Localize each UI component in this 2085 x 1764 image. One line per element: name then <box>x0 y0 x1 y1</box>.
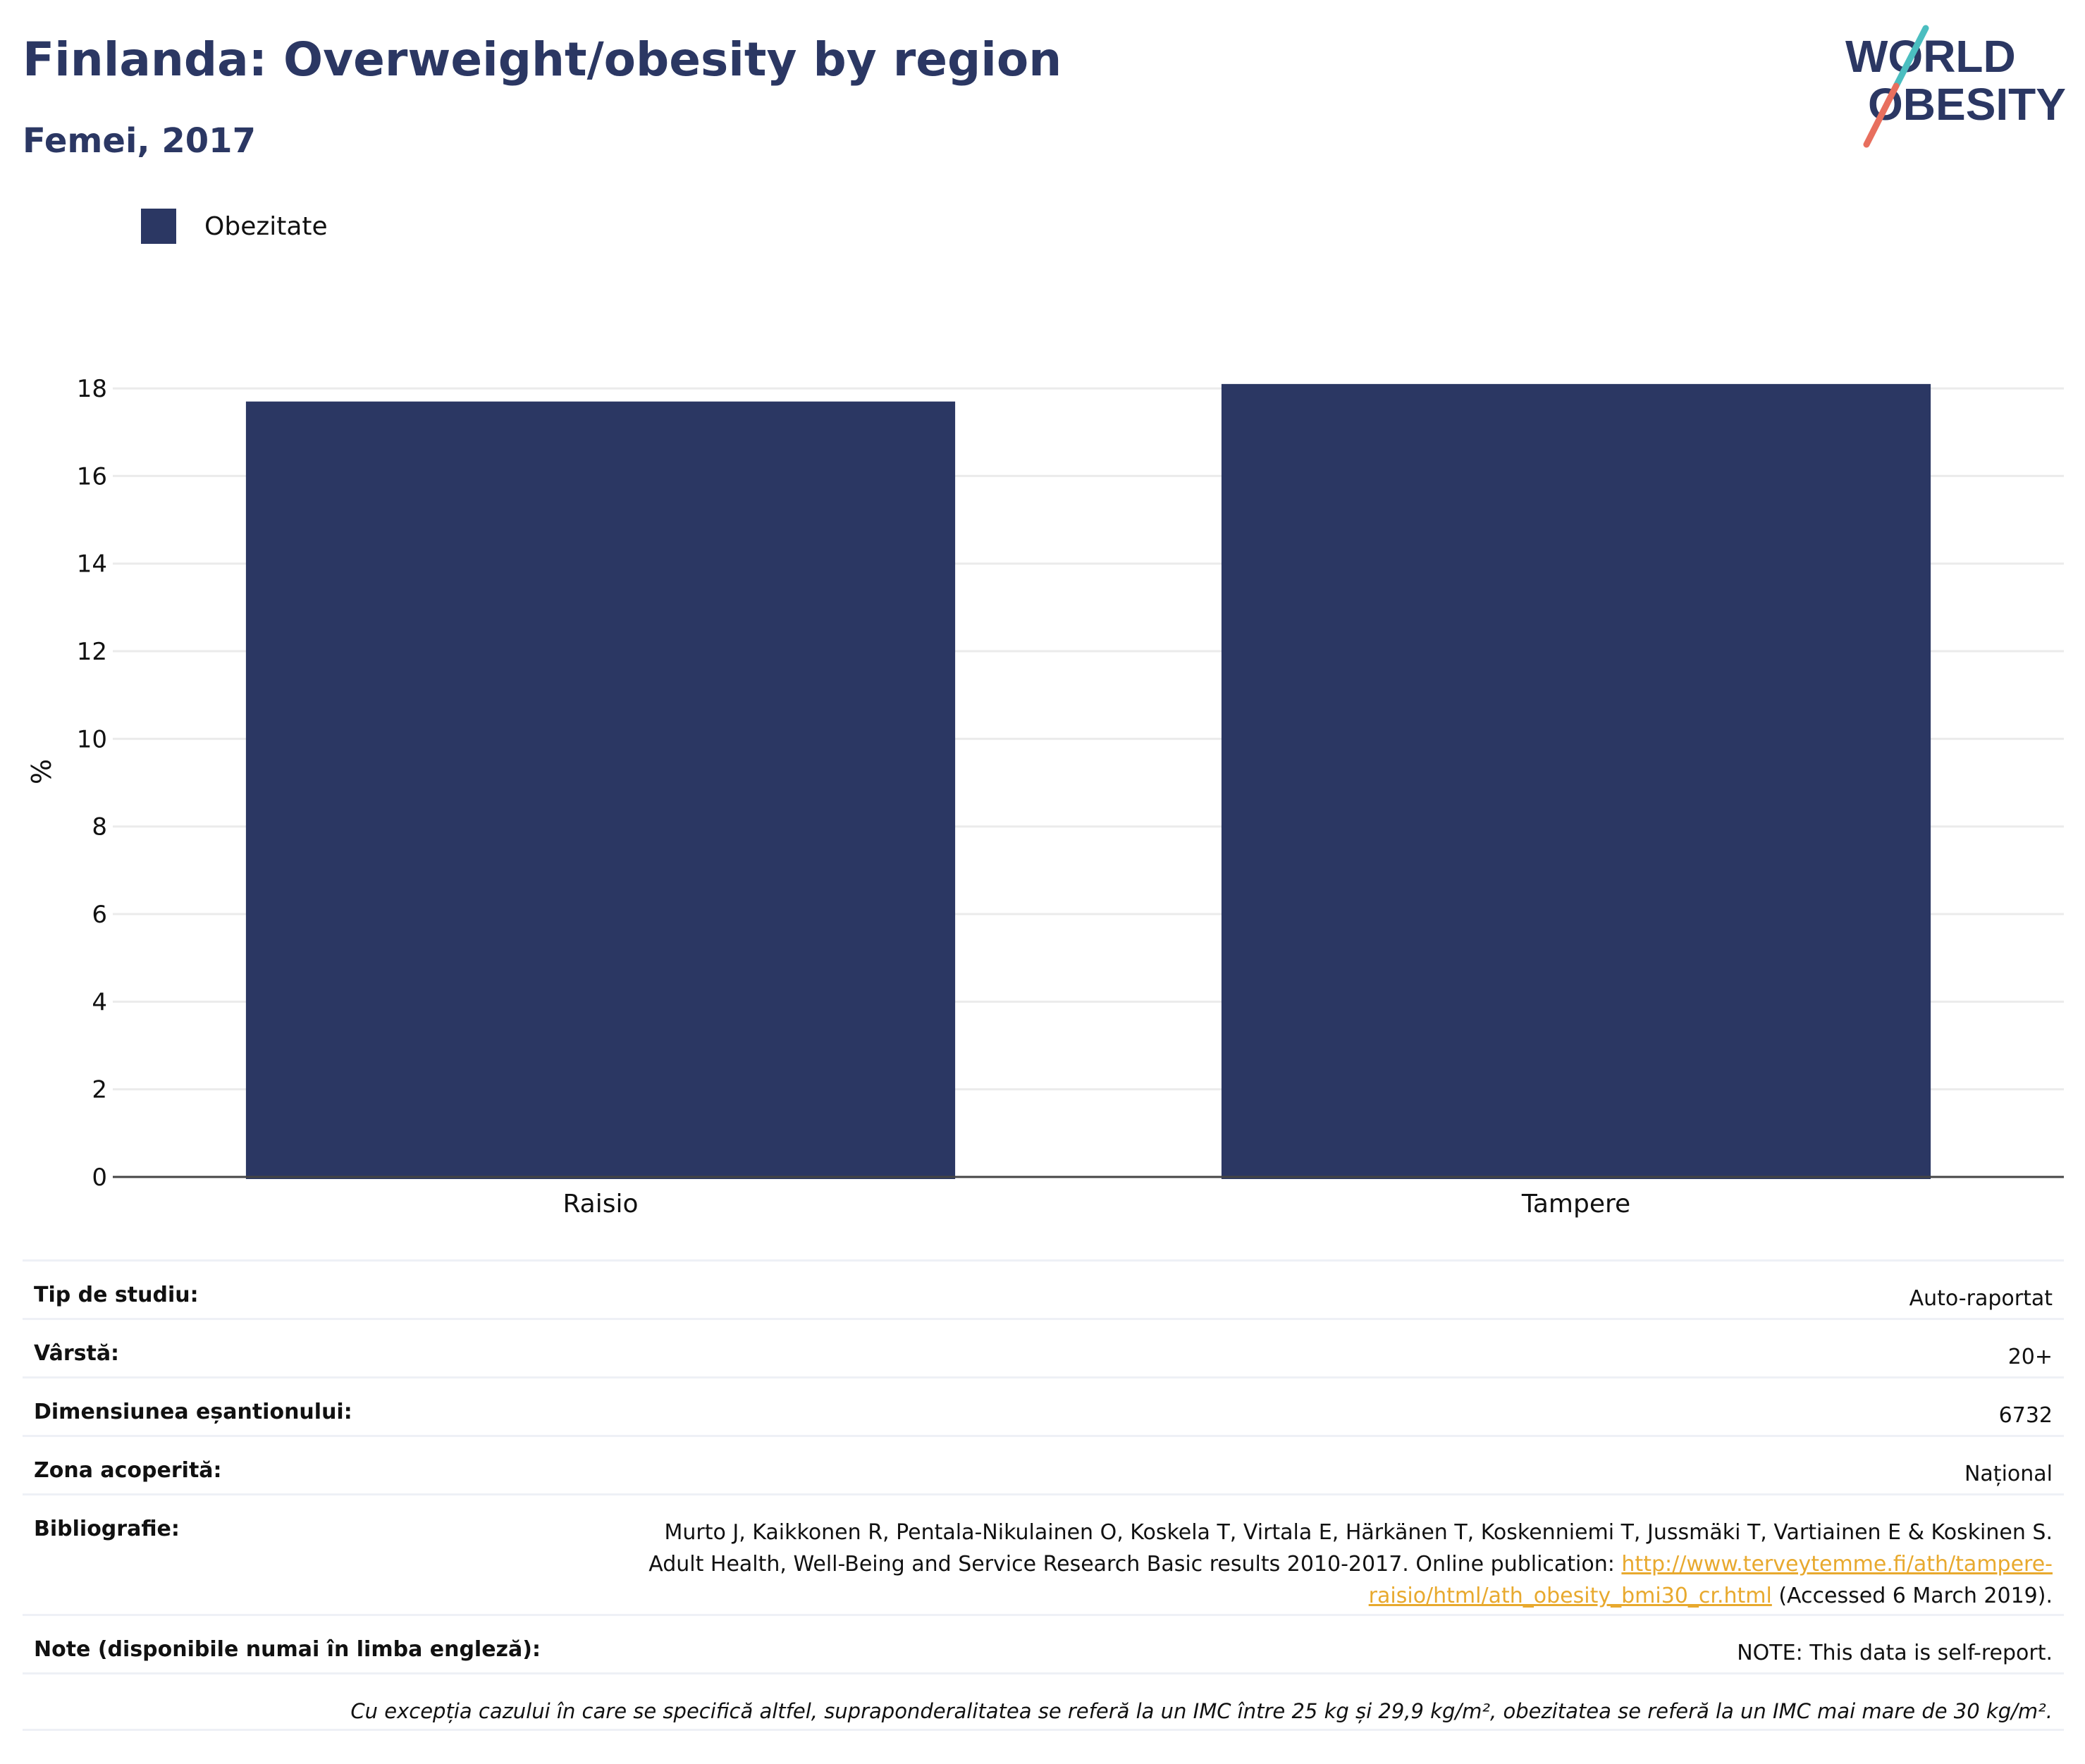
references-accessed: (Accessed 6 March 2019). <box>1771 1584 2053 1608</box>
area-row: Zona acoperită: Național <box>23 1435 2064 1493</box>
references-value: Murto J, Kaikkonen R, Pentala-Nikulainen… <box>648 1517 2053 1612</box>
y-tick-label: 8 <box>92 813 107 841</box>
study-type-value: Auto-raportat <box>1909 1286 2053 1311</box>
logo-line1: WORLD <box>1845 31 2016 82</box>
y-axis-label: % <box>26 759 57 784</box>
study-type-row: Tip de studiu: Auto-raportat <box>23 1259 2064 1318</box>
y-tick-label: 6 <box>92 901 107 929</box>
age-label: Vârstă: <box>34 1341 120 1366</box>
y-tick-label: 12 <box>77 638 107 666</box>
bar-raisio <box>245 401 956 1179</box>
notes-row: Note (disponibile numai în limba engleză… <box>23 1614 2064 1672</box>
x-tick-label: Raisio <box>562 1190 638 1219</box>
y-tick-label: 0 <box>92 1164 107 1192</box>
references-line2: Adult Health, Well-Being and Service Res… <box>648 1552 1622 1577</box>
bmi-footnote: Cu excepția cazului în care se specifică… <box>350 1699 2053 1723</box>
area-label: Zona acoperită: <box>34 1458 222 1483</box>
sample-size-value: 6732 <box>1998 1403 2053 1428</box>
y-tick-label: 4 <box>92 988 107 1016</box>
legend-swatch <box>141 209 176 244</box>
age-value: 20+ <box>2007 1345 2053 1369</box>
sample-size-label: Dimensiunea eșantionului: <box>34 1400 352 1424</box>
reference-link-part1[interactable]: http://www.terveytemme.fi/ath/tampere- <box>1621 1552 2053 1577</box>
y-tick-label: 10 <box>77 725 107 753</box>
notes-label: Note (disponibile numai în limba engleză… <box>34 1637 541 1662</box>
chart-subtitle: Femei, 2017 <box>23 121 256 161</box>
age-row: Vârstă: 20+ <box>23 1318 2064 1376</box>
x-tick-label: Tampere <box>1521 1190 1630 1219</box>
y-tick-label: 2 <box>92 1076 107 1104</box>
study-type-label: Tip de studiu: <box>34 1283 199 1307</box>
notes-value: NOTE: This data is self-report. <box>1737 1641 2053 1665</box>
y-tick-label: 16 <box>77 462 107 491</box>
legend: Obezitate <box>141 209 328 244</box>
footnote-row: Cu excepția cazului în care se specifică… <box>23 1672 2064 1731</box>
bar-tampere <box>1221 383 1931 1179</box>
references-line1: Murto J, Kaikkonen R, Pentala-Nikulainen… <box>664 1520 2053 1545</box>
area-value: Național <box>1964 1462 2053 1486</box>
bar-chart: 0 2 4 6 8 10 12 14 16 18 Raisio Tampere% <box>26 375 2064 1219</box>
sample-size-row: Dimensiunea eșantionului: 6732 <box>23 1376 2064 1435</box>
logo-line2: OBESITY <box>1868 79 2066 130</box>
y-tick-label: 18 <box>77 375 107 403</box>
chart-title: Finlanda: Overweight/obesity by region <box>23 32 1062 87</box>
references-row: Bibliografie: Murto J, Kaikkonen R, Pent… <box>23 1493 2064 1614</box>
info-table: Tip de studiu: Auto-raportat Vârstă: 20+… <box>23 1259 2064 1731</box>
y-tick-label: 14 <box>77 550 107 579</box>
legend-label: Obezitate <box>204 211 328 241</box>
reference-link-part2[interactable]: raisio/html/ath_obesity_bmi30_cr.html <box>1368 1584 1772 1608</box>
world-obesity-logo: WORLD OBESITY <box>1845 25 2066 148</box>
references-label: Bibliografie: <box>34 1517 180 1541</box>
